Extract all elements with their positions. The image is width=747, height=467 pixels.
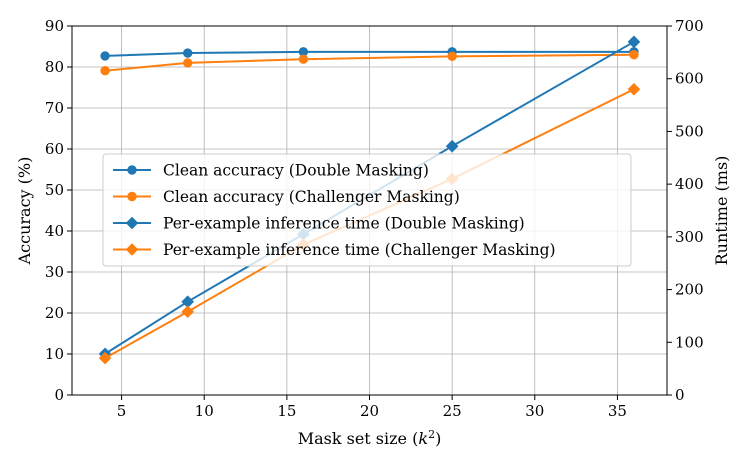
data-point — [181, 305, 195, 319]
x-axis-label: Mask set size (k2) — [298, 428, 442, 449]
legend-swatch-marker — [127, 191, 137, 202]
legend-swatch-marker — [125, 243, 139, 256]
x-tick-label: 35 — [608, 402, 627, 420]
left-tick-label: 10 — [45, 345, 64, 363]
left-tick-label: 70 — [45, 99, 64, 117]
legend-entry: Clean accuracy (Double Masking) — [113, 162, 429, 180]
data-point — [100, 65, 110, 76]
legend-box — [102, 153, 632, 267]
legend-entry: Per-example inference time (Double Maski… — [113, 215, 525, 233]
data-point — [182, 48, 193, 58]
left-tick-label: 60 — [45, 140, 64, 158]
x-tick-label: 30 — [525, 402, 544, 420]
data-point — [627, 35, 641, 49]
x-tick-label: 10 — [195, 402, 214, 420]
legend-label: Per-example inference time (Double Maski… — [163, 215, 525, 233]
right-tick-label: 0 — [675, 386, 685, 404]
right-tick-label: 600 — [675, 70, 704, 88]
x-tick-label: 20 — [360, 402, 379, 420]
data-point — [447, 51, 457, 62]
right-tick-label: 500 — [675, 122, 704, 140]
data-point — [100, 51, 110, 61]
data-point — [629, 50, 639, 60]
data-point — [298, 54, 309, 64]
data-point — [98, 351, 112, 365]
left-tick-label: 20 — [45, 304, 64, 322]
x-axis-ticks: 5 10 15 20 25 30 35 — [117, 395, 627, 420]
legend-label: Per-example inference time (Challenger M… — [163, 241, 556, 259]
left-tick-label: 40 — [45, 222, 64, 240]
left-tick-label: 30 — [45, 263, 64, 281]
legend-label: Clean accuracy (Challenger Masking) — [163, 188, 460, 206]
legend-entry: Per-example inference time (Challenger M… — [113, 241, 556, 259]
left-axis-ticks: 0 10 20 30 40 50 60 70 80 90 — [45, 17, 72, 404]
legend: Clean accuracy (Double Masking) Clean acc… — [102, 153, 632, 267]
left-tick-label: 0 — [54, 386, 64, 404]
data-point — [445, 139, 459, 153]
series-2 — [100, 50, 639, 76]
left-tick-label: 90 — [45, 17, 64, 35]
right-tick-label: 300 — [675, 228, 704, 246]
x-tick-label: 25 — [443, 402, 462, 420]
left-axis-label: Accuracy (%) — [15, 157, 34, 266]
x-tick-label: 15 — [277, 402, 296, 420]
right-axis-ticks: 0 100 200 300 400 500 600 700 — [667, 17, 704, 404]
x-tick-label: 5 — [117, 402, 127, 420]
right-tick-label: 700 — [675, 17, 704, 35]
legend-swatch-marker — [127, 165, 137, 175]
legend-entry: Clean accuracy (Challenger Masking) — [113, 188, 460, 206]
legend-swatch-marker — [125, 216, 139, 230]
right-tick-label: 200 — [675, 281, 704, 299]
right-tick-label: 400 — [675, 175, 704, 193]
data-point — [182, 58, 193, 68]
data-point — [627, 82, 641, 96]
left-tick-label: 50 — [45, 181, 64, 199]
right-axis-label: Runtime (ms) — [712, 156, 731, 266]
legend-label: Clean accuracy (Double Masking) — [163, 162, 429, 180]
left-tick-label: 80 — [45, 58, 64, 76]
right-tick-label: 100 — [675, 333, 704, 351]
